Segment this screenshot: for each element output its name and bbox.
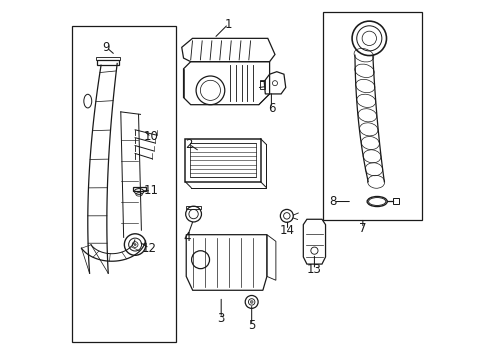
Bar	[185, 139, 260, 182]
Text: 11: 11	[143, 184, 159, 197]
Text: 12: 12	[142, 242, 157, 255]
Bar	[392, 198, 398, 204]
Text: 14: 14	[280, 224, 294, 237]
Text: 6: 6	[267, 102, 275, 115]
Text: 5: 5	[247, 319, 255, 332]
Text: 9: 9	[102, 41, 110, 54]
Bar	[97, 60, 119, 65]
Bar	[186, 206, 201, 210]
Bar	[132, 187, 145, 192]
Circle shape	[134, 243, 136, 246]
Bar	[259, 80, 264, 89]
Text: 10: 10	[143, 130, 159, 144]
Bar	[322, 12, 421, 220]
Text: 1: 1	[224, 18, 232, 31]
Text: 8: 8	[329, 195, 336, 208]
Text: 13: 13	[306, 263, 321, 276]
Text: 7: 7	[358, 222, 366, 235]
Text: 2: 2	[185, 138, 192, 150]
Bar	[72, 26, 175, 342]
Bar	[189, 143, 256, 177]
Text: 3: 3	[217, 311, 224, 325]
Text: 4: 4	[183, 231, 190, 244]
Circle shape	[250, 301, 253, 303]
Bar	[96, 57, 120, 60]
